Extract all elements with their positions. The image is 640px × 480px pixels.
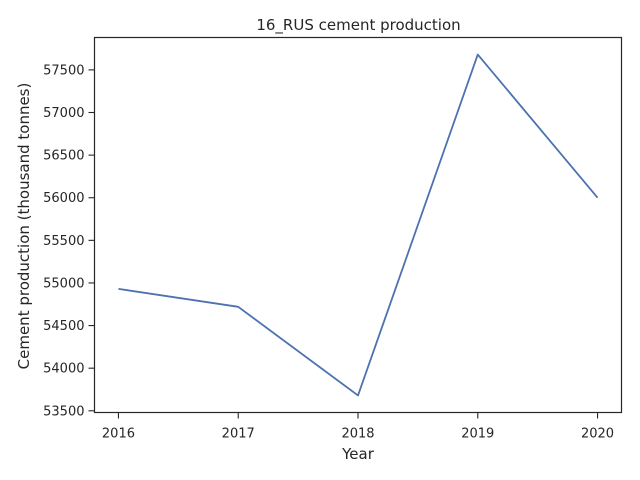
y-tick-label: 55500 (43, 234, 84, 249)
x-tick-label: 2020 (581, 427, 614, 442)
x-tick-label: 2017 (222, 427, 255, 442)
x-axis: 2016 2017 2018 2019 2020 (102, 412, 614, 442)
chart-title: 16_RUS cement production (256, 16, 460, 35)
y-axis: 53500 54000 54500 55000 55500 56000 56500 57000… (43, 63, 95, 419)
y-tick-label: 56500 (43, 149, 84, 164)
y-tick-label: 55000 (43, 276, 84, 291)
y-tick-label: 57500 (43, 63, 84, 78)
x-tick-label: 2019 (461, 427, 494, 442)
y-axis-label: Cement production (thousand tonnes) (15, 83, 33, 370)
x-axis-label: Year (341, 445, 375, 463)
x-tick-label: 2018 (341, 427, 374, 442)
y-tick-label: 54500 (43, 319, 84, 334)
y-tick-label: 56000 (43, 191, 84, 206)
x-tick-label: 2016 (102, 427, 135, 442)
plot-area (118, 53, 599, 397)
y-tick-label: 53500 (43, 404, 84, 419)
y-tick-label: 54000 (43, 362, 84, 377)
y-tick-label: 57000 (43, 106, 84, 121)
